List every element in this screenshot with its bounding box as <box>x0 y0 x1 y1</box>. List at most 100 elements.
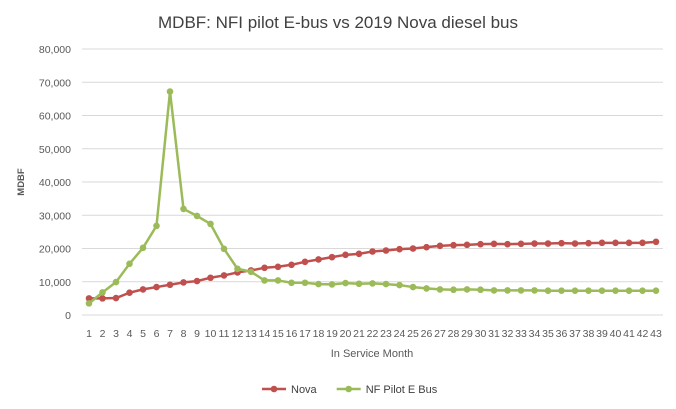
data-point-nf-pilot-e-bus <box>531 287 538 294</box>
x-tick-label: 40 <box>610 328 622 340</box>
x-tick-label: 27 <box>434 328 446 340</box>
data-point-nova <box>652 238 660 246</box>
legend-item-nf-pilot-e-bus: NF Pilot E Bus <box>336 384 438 396</box>
y-tick-label: 80,000 <box>39 44 71 56</box>
data-point-nova <box>544 240 552 247</box>
x-tick-label: 23 <box>380 328 392 340</box>
data-point-nf-pilot-e-bus <box>99 289 106 296</box>
x-tick-label: 32 <box>502 328 514 340</box>
gridlines <box>82 48 663 283</box>
x-tick-label: 31 <box>488 328 500 340</box>
x-tick-label: 2 <box>100 328 106 340</box>
series-nf-pilot-e-bus <box>85 88 660 307</box>
data-point-nf-pilot-e-bus <box>153 222 160 230</box>
x-tick-label: 34 <box>529 328 541 340</box>
data-point-nova <box>598 239 606 247</box>
data-point-nf-pilot-e-bus <box>612 287 619 295</box>
x-tick-label: 16 <box>286 328 298 340</box>
data-point-nova <box>274 263 282 271</box>
data-point-nf-pilot-e-bus <box>315 280 322 288</box>
y-tick-label: 20,000 <box>39 244 71 256</box>
data-point-nova <box>382 247 390 254</box>
x-tick-label: 20 <box>340 328 352 340</box>
x-tick-label: 35 <box>542 328 554 340</box>
data-point-nova <box>207 274 214 282</box>
legend: Nova NF Pilot E Bus <box>262 384 438 396</box>
x-tick-label: 1 <box>86 328 92 340</box>
data-point-nf-pilot-e-bus <box>369 280 376 287</box>
y-tick-label: 40,000 <box>39 177 71 189</box>
data-point-nf-pilot-e-bus <box>544 287 552 295</box>
data-point-nova <box>436 242 444 250</box>
x-tick-label: 29 <box>461 328 473 340</box>
x-tick-label: 42 <box>637 328 649 340</box>
x-tick-label: 3 <box>113 328 119 340</box>
data-point-nf-pilot-e-bus <box>490 287 498 294</box>
x-tick-label: 4 <box>127 328 133 340</box>
x-tick-label: 18 <box>313 328 325 340</box>
data-point-nf-pilot-e-bus <box>328 281 336 288</box>
legend-item-nova: Nova <box>262 384 318 396</box>
x-tick-label: 39 <box>596 328 608 340</box>
data-point-nf-pilot-e-bus <box>625 287 633 295</box>
chart-title: MDBF: NFI pilot E-bus vs 2019 Nova diese… <box>158 13 518 32</box>
x-tick-label: 22 <box>367 328 379 340</box>
data-point-nf-pilot-e-bus <box>571 287 579 295</box>
data-point-nova <box>220 272 228 279</box>
data-point-nova <box>261 264 268 272</box>
data-point-nova <box>166 281 174 289</box>
series-line-nf-pilot-e-bus <box>87 90 658 305</box>
x-tick-label: 21 <box>353 328 365 340</box>
data-point-nova <box>558 239 565 247</box>
data-point-nf-pilot-e-bus <box>112 278 120 286</box>
data-point-nf-pilot-e-bus <box>274 277 282 284</box>
data-point-nf-pilot-e-bus <box>342 279 349 287</box>
data-point-nf-pilot-e-bus <box>504 287 511 294</box>
y-tick-label: 30,000 <box>39 210 71 222</box>
data-point-nf-pilot-e-bus <box>207 220 214 228</box>
data-point-nova <box>571 240 579 247</box>
data-point-nova <box>126 289 133 297</box>
x-tick-label: 5 <box>140 328 146 340</box>
x-tick-label: 24 <box>394 328 406 340</box>
data-point-nova <box>342 251 349 259</box>
data-point-nf-pilot-e-bus <box>585 287 592 295</box>
data-point-nf-pilot-e-bus <box>193 212 201 220</box>
data-point-nf-pilot-e-bus <box>517 287 525 294</box>
x-tick-label: 12 <box>232 328 244 340</box>
data-point-nova <box>355 250 363 258</box>
data-point-nf-pilot-e-bus <box>652 287 660 295</box>
legend-swatch-marker <box>345 385 352 393</box>
y-tick-label: 50,000 <box>39 144 71 156</box>
series-nova <box>85 238 660 302</box>
data-point-nf-pilot-e-bus <box>126 260 133 268</box>
x-axis-ticks: 1 2 3 4 5 6 7 8 9 10 11 12 13 14 15 16 17 18 19 20 21 22 23 24 2… <box>86 328 662 340</box>
x-tick-label: 33 <box>515 328 527 340</box>
data-point-nova <box>517 240 525 248</box>
data-point-nova <box>409 245 417 252</box>
y-axis-ticks: 0 10,000 20,000 30,000 40,000 50,000 60,000 70,… <box>39 44 71 322</box>
y-tick-label: 70,000 <box>39 77 71 89</box>
data-point-nova <box>612 239 619 247</box>
data-point-nf-pilot-e-bus <box>234 265 241 273</box>
data-point-nf-pilot-e-bus <box>463 286 471 293</box>
x-tick-label: 10 <box>205 328 217 340</box>
data-point-nova <box>625 239 633 247</box>
data-point-nova <box>301 258 309 266</box>
x-tick-label: 37 <box>569 328 581 340</box>
y-axis-title: MDBF <box>16 168 27 196</box>
x-tick-label: 6 <box>154 328 160 340</box>
data-point-nf-pilot-e-bus <box>85 300 93 307</box>
data-point-nova <box>112 294 120 302</box>
x-tick-label: 25 <box>407 328 419 340</box>
x-tick-label: 30 <box>475 328 487 340</box>
data-point-nova <box>639 239 646 247</box>
data-point-nf-pilot-e-bus <box>247 268 255 276</box>
legend-label: Nova <box>291 384 318 396</box>
data-point-nova <box>99 295 106 302</box>
data-point-nova <box>423 243 430 251</box>
data-point-nf-pilot-e-bus <box>558 287 565 295</box>
legend-label: NF Pilot E Bus <box>366 384 438 396</box>
x-tick-label: 36 <box>556 328 568 340</box>
